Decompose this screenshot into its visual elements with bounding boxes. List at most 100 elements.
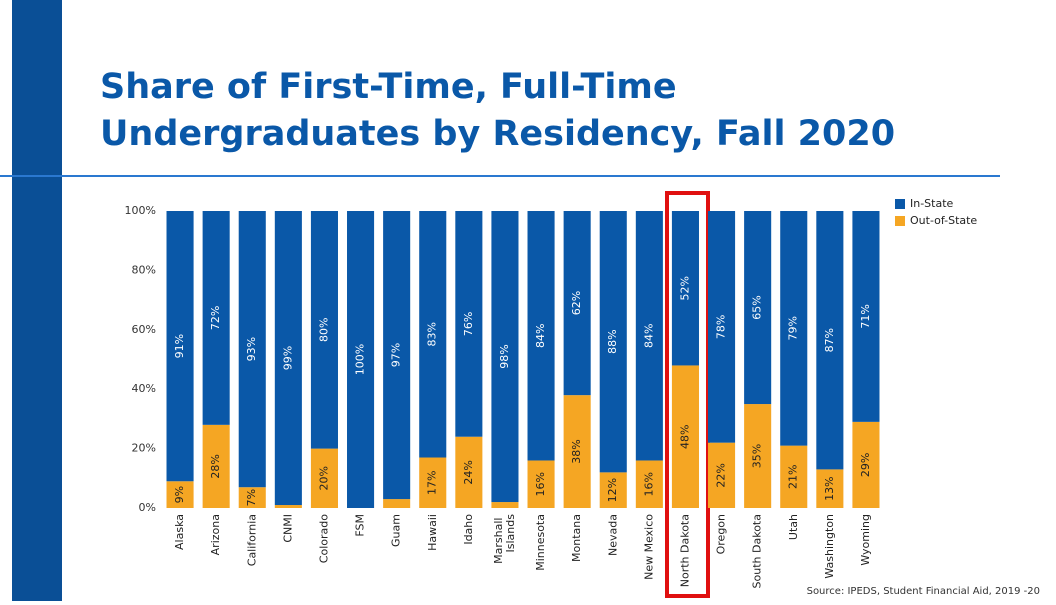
y-tick-label: 100% [125,204,156,217]
x-tick-label: California [245,514,258,566]
y-tick-label: 80% [132,263,156,276]
bar-segment [419,457,447,508]
x-tick-label: Idaho [462,514,475,545]
bar-segment [419,211,447,458]
bar-segment [455,436,483,508]
x-tick-label: Washington [823,514,836,579]
bar-segment [780,211,808,446]
bar-segment [816,211,844,470]
bar-segment [563,211,591,396]
bar-segment [671,211,699,366]
bar-label: 83% [426,322,439,346]
bar-segment [166,481,194,508]
bar-label: 35% [751,444,764,468]
bar-label: 91% [173,334,186,358]
bar-segment [780,445,808,508]
bar-label: 79% [787,316,800,340]
y-tick-label: 60% [132,323,156,336]
x-tick-label: Utah [787,514,800,540]
y-tick-label: 0% [139,501,156,514]
bar-label: 7% [245,489,258,506]
bar-label: 21% [787,465,800,489]
x-tick-label: North Dakota [678,514,691,587]
side-band [12,0,62,601]
bar-label: 17% [426,471,439,495]
x-tick-label: Guam [390,514,403,547]
bar-label: 28% [209,454,222,478]
highlight-box [665,191,710,598]
bar-segment [491,502,519,508]
bar-label: 97% [390,343,403,367]
x-tick-label: Arizona [209,514,222,555]
bar-segment [202,211,230,425]
bar-segment [202,424,230,508]
bar-label: 16% [534,472,547,496]
x-tick-label: CNMI [281,514,294,543]
bar-label: 29% [859,453,872,477]
legend-label: In-State [910,197,954,210]
bar-segment [599,211,627,473]
bar-segment [310,211,338,449]
x-tick-label: Hawaii [426,514,439,551]
bar-label: 100% [354,344,367,375]
bar-label: 99% [281,346,294,370]
bar-segment [527,211,555,461]
legend-label: Out-of-State [910,214,977,227]
bar-segment [708,211,736,443]
bar-label: 24% [462,460,475,484]
chart-title: Share of First-Time, Full-Time Undergrad… [100,67,895,154]
bar-segment [671,365,699,508]
bar-label: 62% [570,291,583,315]
bar-segment [238,487,266,508]
bar-segment [274,211,302,506]
bar-label: 38% [570,439,583,463]
bar-segment [491,211,519,503]
bar-segment [852,211,880,422]
bar-segment [708,442,736,508]
y-tick-label: 40% [132,382,156,395]
x-tick-label: Nevada [606,514,619,556]
bar-label: 87% [823,328,836,352]
bar-segment [166,211,194,482]
bar-label: 78% [715,315,728,339]
bar-segment [527,460,555,508]
bar-segment [310,448,338,508]
bar-segment [852,421,880,508]
bar-label: 52% [678,276,691,300]
x-tick-label: New Mexico [642,514,655,580]
bar-segment [383,499,411,508]
bar-label: 22% [715,463,728,487]
bar-label: 84% [534,324,547,348]
bar-segment [274,505,302,508]
bar-label: 16% [642,472,655,496]
x-tick-label: Marshall Islands [492,514,517,564]
bar-label: 48% [678,424,691,448]
x-tick-label: Colorado [317,514,330,563]
bar-label: 72% [209,306,222,330]
bar-label: 80% [317,318,330,342]
x-tick-label: Alaska [173,514,186,550]
bar-label: 98% [498,344,511,368]
bar-segment [563,395,591,508]
x-tick-label: FSM [354,514,367,537]
bar-segment [744,211,772,405]
bar-label: 76% [462,312,475,336]
x-tick-label: South Dakota [751,514,764,588]
bar-label: 20% [317,466,330,490]
x-tick-label: Oregon [715,514,728,554]
legend-swatch [895,216,905,226]
bar-label: 65% [751,295,764,319]
bar-segment [816,469,844,508]
legend-swatch [895,199,905,209]
x-tick-label: Wyoming [859,514,872,566]
bar-label: 84% [642,324,655,348]
bar-label: 71% [859,304,872,328]
bar-segment [238,211,266,488]
bar-label: 12% [606,478,619,502]
bar-segment [635,211,663,461]
bar-segment [744,404,772,508]
x-tick-label: Montana [570,514,583,562]
bar-segment [455,211,483,437]
bar-label: 88% [606,329,619,353]
y-tick-label: 20% [132,442,156,455]
